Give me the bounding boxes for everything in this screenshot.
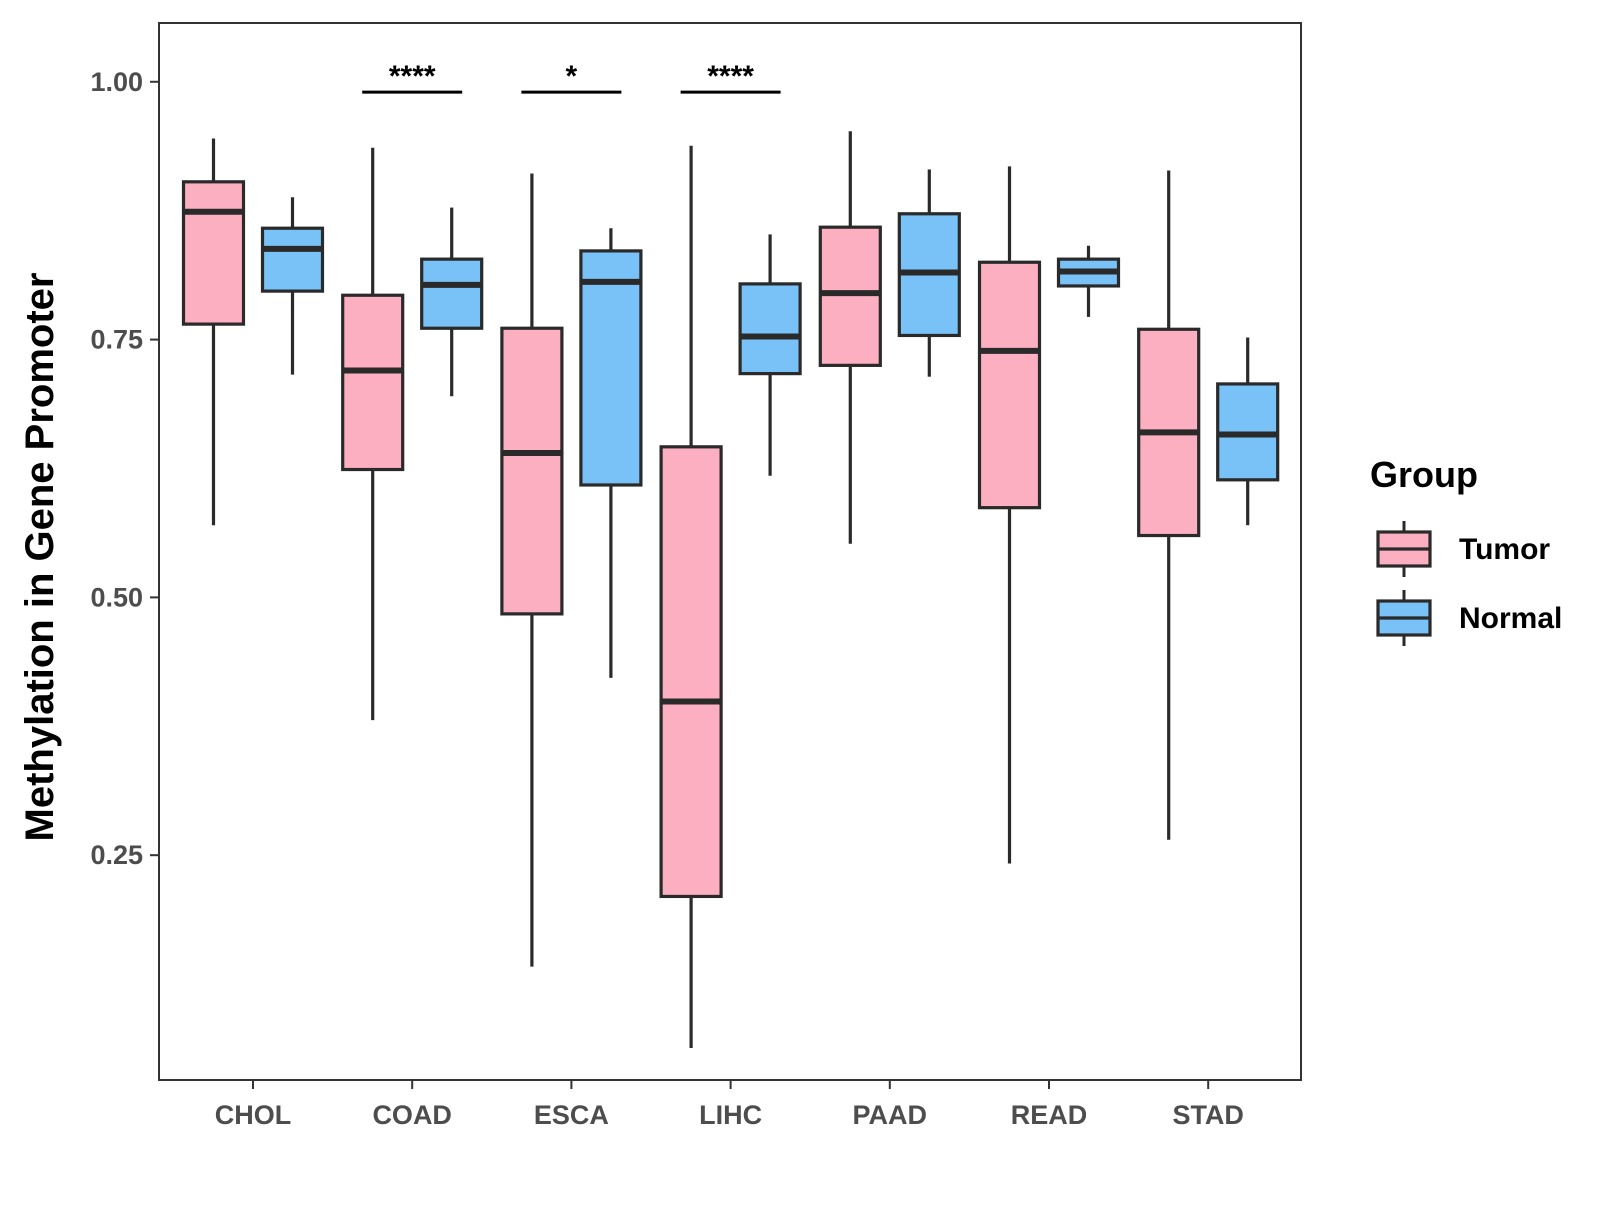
series-normal xyxy=(260,169,1280,678)
significance-annotations: **** * **** xyxy=(362,60,781,94)
legend-key-tumor xyxy=(1376,521,1432,577)
box-tumor-chol xyxy=(181,138,246,526)
box-tumor-paad xyxy=(818,131,882,544)
y-tick-label: 0.50 xyxy=(90,582,143,612)
box-tumor-coad xyxy=(341,147,405,721)
significance-label: **** xyxy=(389,60,436,93)
iqr-box xyxy=(341,293,405,472)
iqr-box xyxy=(260,226,325,293)
x-tick-label: STAD xyxy=(1172,1100,1244,1130)
y-tick-label: 0.25 xyxy=(90,840,143,870)
significance-label: * xyxy=(566,60,578,93)
box-normal-paad xyxy=(897,169,961,377)
x-tick-label: ESCA xyxy=(534,1100,609,1130)
legend: Group Tumor Normal xyxy=(1370,454,1562,646)
x-tick-label: CHOL xyxy=(215,1100,292,1130)
iqr-box xyxy=(181,180,246,326)
box-normal-stad xyxy=(1216,337,1280,526)
iqr-box xyxy=(420,257,484,330)
x-tick-label: PAAD xyxy=(853,1100,928,1130)
x-tick-label: LIHC xyxy=(699,1100,762,1130)
iqr-box xyxy=(579,249,643,487)
y-tick-label: 0.75 xyxy=(90,325,143,355)
box-normal-esca xyxy=(579,228,643,678)
x-tick-label: READ xyxy=(1011,1100,1088,1130)
y-axis-title: Methylation in Gene Promoter xyxy=(18,273,62,842)
y-tick-label: 1.00 xyxy=(90,67,143,97)
iqr-box xyxy=(659,445,723,899)
series-tumor xyxy=(181,131,1201,1049)
axes: 0.25 0.50 0.75 1.00 CHOL COAD ESCA LIHC PAAD READ… xyxy=(90,67,1244,1130)
box-normal-chol xyxy=(260,197,325,375)
iqr-box xyxy=(738,282,802,376)
box-normal-lihc xyxy=(738,234,802,476)
legend-key-normal xyxy=(1376,590,1432,646)
iqr-box xyxy=(818,225,882,367)
x-tick-label: COAD xyxy=(372,1100,452,1130)
significance-label: **** xyxy=(707,60,754,93)
box-tumor-read xyxy=(977,166,1042,864)
legend-label: Tumor xyxy=(1459,533,1550,566)
box-tumor-lihc xyxy=(659,145,723,1049)
box-tumor-stad xyxy=(1137,170,1201,840)
iqr-box xyxy=(500,326,564,616)
box-normal-read xyxy=(1056,245,1121,317)
box-series xyxy=(181,131,1280,1049)
legend-title: Group xyxy=(1370,454,1478,495)
iqr-box xyxy=(977,260,1042,510)
legend-label: Normal xyxy=(1459,602,1562,635)
box-tumor-esca xyxy=(500,173,564,967)
box-normal-coad xyxy=(420,207,484,397)
